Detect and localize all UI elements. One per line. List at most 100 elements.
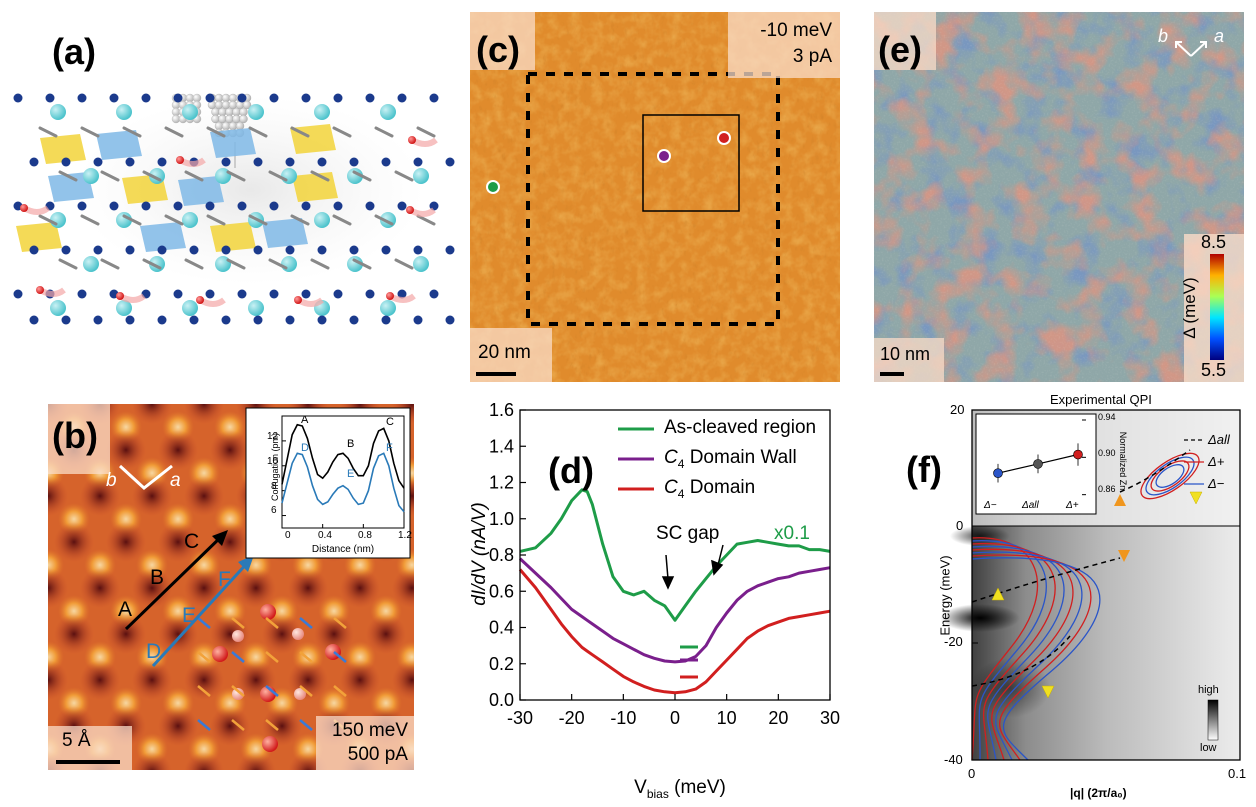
- sc-gap-label: SC gap: [656, 523, 720, 544]
- tip-atom: [221, 121, 231, 131]
- dark-spot: [184, 660, 224, 700]
- inset-f: [975, 413, 1097, 515]
- cyan-atom: [248, 300, 264, 316]
- contour: [1155, 464, 1185, 488]
- legend-purple: C4 Domain Wall: [664, 447, 797, 471]
- plaquette: [262, 218, 308, 248]
- tip-atom: [218, 114, 227, 124]
- lattice-illustration: [13, 93, 455, 325]
- dark-atom: [141, 201, 151, 211]
- f-inset-ytick-090: 0.90: [1098, 448, 1116, 458]
- dark-spot: [184, 476, 224, 516]
- inset-curve-abc: [281, 423, 405, 489]
- cyan-atom: [347, 256, 363, 272]
- spin-arrow: [231, 651, 245, 663]
- dark-atom: [109, 201, 119, 211]
- f-inset-xtick-minus: Δ−: [984, 500, 997, 511]
- plaquette: [16, 222, 62, 252]
- dark-spot: [184, 752, 224, 770]
- spin-arrow: [265, 617, 279, 629]
- se-atom: [212, 646, 228, 662]
- dark-atom: [221, 245, 231, 255]
- inset-peak-D: D: [301, 442, 309, 454]
- dark-atom: [285, 245, 295, 255]
- plaquette: [96, 130, 142, 160]
- qpi-chart: [940, 409, 1241, 761]
- panel-label-d: (d): [548, 450, 594, 491]
- dark-atom: [221, 157, 231, 167]
- spin-arrow: [332, 214, 352, 226]
- f-colorbar-high: high: [1198, 684, 1219, 696]
- inset-ytick-10: 10: [267, 456, 279, 467]
- panel-label-a: (a): [52, 31, 96, 72]
- dark-spot: [392, 568, 414, 608]
- series-line-1: [518, 557, 831, 664]
- tip-atom: [225, 107, 234, 117]
- cyan-atom: [50, 104, 66, 120]
- dIdV-chart: -30 -20 -10 0 10 20 30 0.0 0.2 0.4 0.6 0.8 1.0 1.2 1.4…: [489, 400, 840, 728]
- d-xlabel: Vbias (meV): [634, 777, 726, 801]
- spin-arrow: [310, 170, 330, 182]
- spin-arrow: [231, 685, 245, 697]
- spin-arrow: [248, 126, 268, 138]
- dark-atom: [221, 315, 231, 325]
- tip-atom: [214, 93, 224, 103]
- inset-f-point: [1033, 459, 1043, 469]
- dark-atom: [189, 315, 199, 325]
- dark-spot: [132, 660, 172, 700]
- f-legend-minus: Δ−: [1208, 476, 1225, 491]
- panel-label-f: (f): [906, 449, 942, 490]
- fe-atom: [232, 630, 244, 642]
- dark-spot: [236, 568, 276, 608]
- inset-ytick-12: 12: [267, 431, 279, 442]
- se-atom: [260, 604, 276, 620]
- dark-atom: [157, 157, 167, 167]
- tip-atom: [228, 93, 238, 103]
- dark-spot: [54, 614, 94, 654]
- tip-atom: [211, 114, 220, 124]
- spin-arrow: [374, 126, 394, 138]
- cyan-atom: [314, 104, 330, 120]
- panel-a: (a): [0, 0, 460, 390]
- spin-arrow: [38, 214, 58, 226]
- dark-spot: [314, 614, 354, 654]
- cyan-atom: [380, 300, 396, 316]
- dark-atom: [301, 201, 311, 211]
- plaquette: [178, 176, 224, 206]
- inset-peak-A: A: [301, 414, 309, 426]
- electron: [294, 296, 302, 304]
- panel-label-b: (b): [52, 415, 98, 456]
- contour: [1140, 452, 1200, 500]
- spin-arrow: [100, 258, 120, 270]
- dark-atom: [365, 201, 375, 211]
- dark-spot: [80, 568, 120, 608]
- lattice-vectors-b: [118, 464, 173, 490]
- x-tick-label: 20: [768, 708, 788, 728]
- dark-atom: [189, 245, 199, 255]
- tip-atom: [221, 93, 231, 103]
- spin-arrow: [333, 651, 347, 663]
- cyan-atom: [413, 168, 429, 184]
- dark-spot: [48, 476, 68, 516]
- x-tick-label: -30: [507, 708, 533, 728]
- dark-atom: [61, 315, 71, 325]
- electron: [176, 156, 184, 164]
- f-legend-plus: Δ+: [1208, 454, 1225, 469]
- x-tick-label: 30: [820, 708, 840, 728]
- tip-atom: [218, 107, 227, 117]
- scale-label-e: 10 nm: [880, 344, 931, 364]
- dark-atom: [109, 93, 119, 103]
- dark-atom: [333, 289, 343, 299]
- tip-atom: [214, 121, 224, 131]
- marker-green: [486, 180, 500, 194]
- spin-arrow: [394, 170, 414, 182]
- dark-atom: [349, 315, 359, 325]
- dark-spot: [158, 614, 198, 654]
- dark-spot: [132, 404, 172, 424]
- tip-atom: [185, 93, 195, 103]
- dark-spot: [288, 568, 328, 608]
- x-tick-label: -10: [610, 708, 636, 728]
- y-tick-label: 1.4: [489, 436, 514, 456]
- dark-atom: [157, 245, 167, 255]
- series-line-0: [519, 488, 831, 622]
